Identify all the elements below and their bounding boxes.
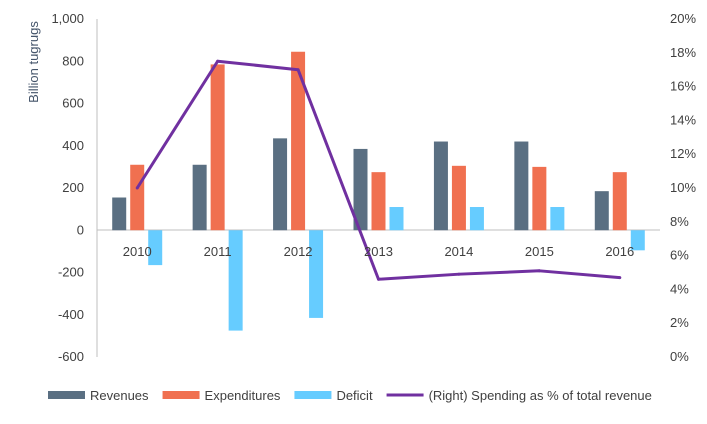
category-labels: 2010 2011 2012 2013 2014 2015 2016 bbox=[123, 244, 634, 259]
bars-layer bbox=[112, 51, 645, 331]
bar-deficit-2016 bbox=[630, 230, 645, 251]
category-label-2011: 2011 bbox=[204, 244, 232, 259]
category-label-2014: 2014 bbox=[444, 244, 473, 259]
bar-expenditures-2012 bbox=[291, 51, 306, 231]
line-point-2014 bbox=[457, 272, 461, 276]
bar-revenues-2016 bbox=[594, 191, 609, 231]
legend-swatch-revenues bbox=[48, 391, 85, 399]
left-tick-label: -600 bbox=[58, 349, 84, 364]
bar-expenditures-2014 bbox=[451, 165, 466, 231]
legend-label--right-spending-as-of-total-revenue: (Right) Spending as % of total revenue bbox=[429, 388, 652, 403]
category-label-2010: 2010 bbox=[123, 244, 152, 259]
bar-revenues-2013 bbox=[353, 148, 368, 231]
left-tick-label: 1,000 bbox=[51, 11, 84, 26]
right-tick-label: 0% bbox=[670, 349, 689, 364]
bar-deficit-2014 bbox=[469, 207, 484, 231]
y-axis-title: Billion tugrugs bbox=[26, 21, 41, 103]
left-tick-label: 0 bbox=[77, 222, 84, 237]
line-point-2012 bbox=[296, 68, 300, 72]
left-tick-label: -400 bbox=[58, 307, 84, 322]
bar-deficit-2013 bbox=[389, 207, 404, 231]
bar-revenues-2014 bbox=[433, 141, 448, 231]
left-tick-label: 600 bbox=[62, 96, 84, 111]
bar-expenditures-2010 bbox=[130, 164, 145, 231]
bar-revenues-2012 bbox=[273, 138, 288, 231]
bar-revenues-2010 bbox=[112, 197, 127, 231]
right-tick-label: 8% bbox=[670, 214, 689, 229]
right-tick-label: 12% bbox=[670, 146, 696, 161]
legend-label-deficit: Deficit bbox=[336, 388, 373, 403]
bar-deficit-2011 bbox=[228, 230, 243, 331]
bar-expenditures-2015 bbox=[532, 166, 547, 231]
right-tick-label: 6% bbox=[670, 248, 689, 263]
left-tick-label: -200 bbox=[58, 265, 84, 280]
legend-label-expenditures: Expenditures bbox=[205, 388, 281, 403]
right-tick-label: 14% bbox=[670, 112, 696, 127]
line-point-2010 bbox=[135, 186, 139, 190]
left-axis-ticks: 1,000 800 600 400 200 0 -200 -400 -600 bbox=[51, 11, 84, 364]
legend: Revenues Expenditures Deficit (Right) Spend… bbox=[48, 388, 652, 403]
category-label-2013: 2013 bbox=[364, 244, 393, 259]
right-tick-label: 4% bbox=[670, 281, 689, 296]
bar-deficit-2015 bbox=[550, 207, 565, 231]
legend-swatch-expenditures bbox=[162, 391, 200, 399]
bar-expenditures-2011 bbox=[210, 64, 225, 231]
bar-expenditures-2013 bbox=[371, 172, 386, 231]
left-tick-label: 800 bbox=[62, 53, 84, 68]
right-axis-ticks: 20% 18% 16% 14% 12% 10% 8% 6% 4% 2% 0% bbox=[670, 11, 696, 364]
right-tick-label: 20% bbox=[670, 11, 696, 26]
legend-swatch-deficit bbox=[294, 391, 332, 399]
bar-deficit-2010 bbox=[148, 230, 163, 266]
category-label-2016: 2016 bbox=[605, 244, 634, 259]
line-point-2013 bbox=[377, 277, 380, 281]
category-label-2012: 2012 bbox=[284, 244, 313, 259]
bar-revenues-2015 bbox=[514, 141, 529, 231]
legend-label-revenues: Revenues bbox=[90, 388, 149, 403]
category-label-2015: 2015 bbox=[525, 244, 554, 259]
line-point-2011 bbox=[216, 59, 220, 63]
bar-deficit-2012 bbox=[309, 230, 324, 318]
left-tick-label: 200 bbox=[62, 180, 84, 195]
right-tick-label: 2% bbox=[670, 315, 689, 330]
bar-revenues-2011 bbox=[192, 164, 207, 231]
right-tick-label: 10% bbox=[670, 180, 696, 195]
right-tick-label: 16% bbox=[670, 79, 696, 94]
left-tick-label: 400 bbox=[62, 138, 84, 153]
line-point-2015 bbox=[537, 269, 541, 273]
line-point-2016 bbox=[618, 276, 622, 280]
line-layer bbox=[135, 59, 622, 281]
right-tick-label: 18% bbox=[670, 45, 696, 60]
bar-expenditures-2016 bbox=[612, 172, 627, 231]
